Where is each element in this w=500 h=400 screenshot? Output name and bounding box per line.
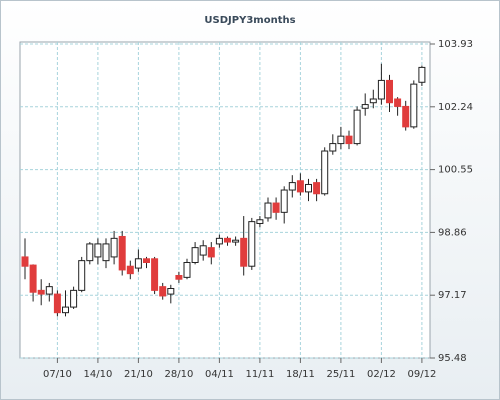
candle-body (402, 105, 410, 128)
candle-body (224, 237, 231, 243)
candle-body (151, 258, 159, 291)
y-tick-label: 95.48 (438, 353, 467, 364)
candle-body (418, 66, 426, 83)
candle-body (199, 245, 207, 256)
candle-body (337, 135, 345, 145)
candle-body (110, 237, 118, 258)
x-tick-label: 18/11 (286, 369, 315, 380)
candle-body (175, 275, 183, 280)
x-tick-label: 14/10 (83, 369, 112, 380)
candle-body (118, 235, 126, 271)
candle-body (288, 182, 296, 191)
candle-body (394, 98, 402, 107)
candle-body (126, 265, 134, 275)
candle-body (102, 243, 110, 262)
x-tick-label: 02/12 (367, 369, 396, 380)
y-tick-label: 97.17 (438, 290, 467, 301)
x-tick-label: 09/12 (407, 369, 436, 380)
y-tick-label: 98.86 (438, 227, 467, 238)
candle-body (321, 150, 329, 195)
candle-body (94, 243, 102, 258)
candle-body (248, 221, 256, 267)
x-tick-label: 11/11 (245, 369, 274, 380)
candle-body (62, 306, 69, 314)
x-tick-label: 07/10 (43, 369, 72, 380)
candle-body (313, 182, 321, 195)
candle-body (78, 260, 86, 291)
x-tick-label: 21/10 (124, 369, 153, 380)
candle-body (21, 256, 29, 267)
candle-body (183, 261, 191, 278)
candle-body (143, 258, 150, 263)
candle-body (167, 288, 175, 295)
candle-body (232, 239, 240, 243)
candle-body (329, 143, 337, 152)
y-tick-label: 100.55 (438, 165, 473, 176)
y-tick-label: 102.24 (438, 102, 473, 113)
candle-body (410, 83, 418, 128)
candle-body (296, 180, 304, 193)
x-tick-label: 04/11 (205, 369, 234, 380)
candle-body (70, 289, 78, 308)
candle-body (305, 183, 312, 193)
candle-body (264, 202, 272, 219)
candle-body (240, 237, 248, 267)
x-tick-label: 28/10 (164, 369, 193, 380)
plot-area (19, 41, 431, 359)
candle-body (361, 104, 369, 109)
candle-body (207, 247, 215, 258)
candle-body (37, 289, 45, 295)
x-tick-label: 25/11 (326, 369, 355, 380)
candle-body (215, 237, 223, 245)
candle-body (256, 219, 264, 224)
candle-body (345, 135, 353, 145)
candle-body (191, 247, 199, 263)
candle-body (386, 79, 393, 104)
candle-body (377, 79, 385, 100)
y-tick-label: 103.93 (438, 39, 473, 50)
candle-body (159, 286, 167, 297)
candle-body (29, 264, 37, 293)
candle-body (45, 286, 53, 295)
candle-body (134, 258, 142, 269)
candle-body (369, 98, 377, 104)
candle-body (280, 189, 288, 213)
candle-body (272, 202, 280, 213)
candle-body (53, 293, 61, 314)
candle-body (86, 243, 94, 262)
chart-title: USDJPY3months (204, 15, 295, 26)
candle-body (353, 109, 361, 145)
